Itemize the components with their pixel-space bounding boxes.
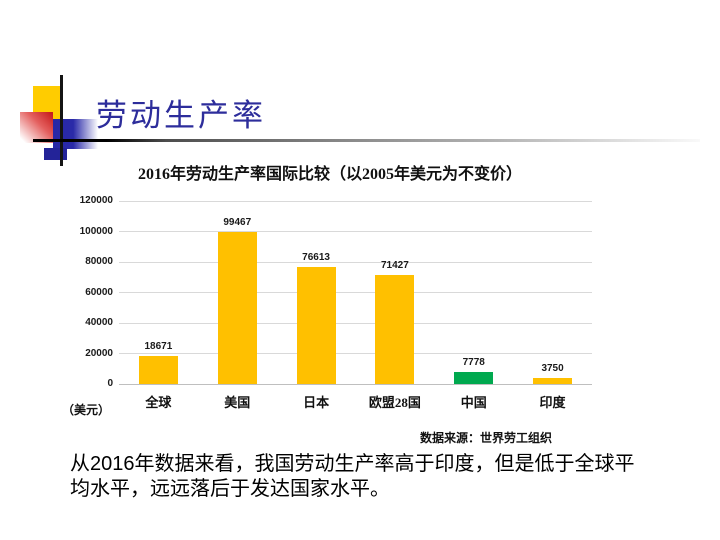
bar-value-美国: 99467 xyxy=(223,217,252,229)
y-tick-20000: 20000 xyxy=(85,347,113,359)
gridline-20000 xyxy=(119,353,592,354)
bar-全球 xyxy=(138,355,178,384)
bar-印度 xyxy=(533,378,573,384)
x-tick-全球: 全球 xyxy=(145,395,172,410)
gridline-120000 xyxy=(119,200,592,202)
slide-title: 劳动生产率 xyxy=(96,98,266,133)
chart-plot-area: 18671 99467 76613 71427 7778 3750 xyxy=(119,200,592,385)
bar-value-全球: 18671 xyxy=(144,340,173,352)
gridline-60000 xyxy=(119,292,592,293)
y-tick-40000: 40000 xyxy=(85,317,113,328)
x-tick-中国: 中国 xyxy=(460,395,487,410)
gridline-40000 xyxy=(119,322,592,324)
x-tick-欧盟28国: 欧盟28国 xyxy=(368,395,421,410)
bar-欧盟28国 xyxy=(375,275,415,384)
bar-中国 xyxy=(454,372,494,384)
logo-vertical-line xyxy=(60,75,63,166)
commentary-text: 从2016年数据来看，我国劳动生产率高于印度，但是低于全球平均水平，远远落后于发… xyxy=(70,453,635,500)
bar-value-欧盟28国: 71427 xyxy=(381,260,409,272)
y-tick-0: 0 xyxy=(107,378,113,389)
gridline-80000 xyxy=(119,261,592,263)
x-tick-印度: 印度 xyxy=(539,395,566,410)
logo-navy-square xyxy=(44,148,67,160)
data-source-label: 数据来源：世界劳工组织 xyxy=(419,431,552,445)
gridline-0 xyxy=(119,383,592,385)
gridline-100000 xyxy=(119,231,592,232)
y-tick-120000: 120000 xyxy=(79,195,113,206)
chart-title: 2016年劳动生产率国际比较（以2005年美元为不变价） xyxy=(137,166,522,183)
bar-value-印度: 3750 xyxy=(541,363,564,375)
x-axis-labels: 全球 美国 日本 欧盟28国 中国 印度 xyxy=(119,392,592,411)
title-divider-line xyxy=(33,139,700,142)
x-tick-日本: 日本 xyxy=(303,395,330,410)
x-tick-美国: 美国 xyxy=(224,395,251,410)
y-axis-unit-label: （美元） xyxy=(62,403,111,417)
bar-value-日本: 76613 xyxy=(302,252,330,264)
bar-value-中国: 7778 xyxy=(462,357,485,369)
y-tick-100000: 100000 xyxy=(79,225,113,237)
y-tick-60000: 60000 xyxy=(85,286,113,298)
bar-美国 xyxy=(217,232,257,384)
bar-日本 xyxy=(296,267,336,384)
logo-red-square xyxy=(20,112,53,143)
y-tick-80000: 80000 xyxy=(85,256,113,267)
